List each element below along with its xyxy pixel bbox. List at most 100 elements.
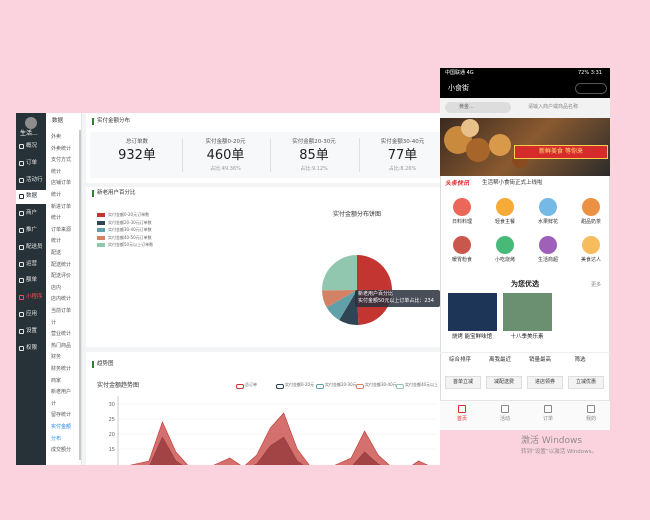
legend-swatch (97, 220, 105, 225)
category-label[interactable]: 美食达人 (580, 257, 602, 263)
submenu-item[interactable]: 分布 (51, 435, 62, 442)
search-input[interactable]: 请输入商户或商品名称 (528, 104, 579, 110)
menu-item[interactable]: 订单 (26, 159, 38, 166)
category-label[interactable]: 轻食主餐 (494, 219, 516, 225)
section-title: 趋势图 (97, 361, 114, 367)
menu-icon (19, 228, 24, 233)
legend-icon (316, 384, 324, 389)
submenu-item[interactable]: 热门商品 (51, 342, 72, 349)
divider (270, 138, 271, 172)
filter[interactable]: 离我最近 (488, 357, 512, 363)
location-pill (445, 102, 511, 113)
menu-item[interactable]: 数据 (26, 193, 38, 200)
submenu-item[interactable]: 外卖 (51, 134, 62, 140)
submenu-item[interactable]: 统计 (51, 215, 62, 222)
category-icon (539, 236, 557, 254)
category-label[interactable]: 日料料理 (451, 219, 473, 225)
category-label[interactable]: 生活商超 (537, 257, 559, 263)
legend-icon (356, 384, 364, 389)
submenu-item[interactable]: 店铺订单 (51, 180, 72, 187)
tab-label[interactable]: 活动 (499, 416, 511, 422)
tab-label[interactable]: 我的 (585, 416, 597, 422)
menu-item[interactable]: 概况 (26, 143, 38, 149)
submenu-item[interactable]: 配送统计 (51, 261, 72, 268)
submenu-item[interactable]: 计 (51, 319, 57, 326)
food (461, 119, 479, 137)
user-name: 生活... (20, 130, 38, 137)
tag[interactable]: 进店领券 (534, 379, 556, 385)
menu-item[interactable]: 小程序 (26, 294, 43, 301)
submenu-item[interactable]: 统计 (51, 168, 62, 175)
submenu-item[interactable]: 支付方式 (51, 157, 72, 164)
category-label[interactable]: 暖胃粉食 (451, 257, 473, 263)
menu-icon (19, 194, 24, 200)
submenu-item[interactable]: 营业统计 (51, 331, 72, 338)
legend-swatch (97, 213, 105, 217)
filter[interactable]: 综合排序 (448, 357, 472, 363)
chart-title: 实付金额趋势图 (97, 382, 140, 389)
news[interactable]: 生活帮小食街正式上线啦 (482, 180, 543, 186)
shop-name[interactable]: 烧烤 能宝鲜味馆 (451, 334, 493, 340)
menu-item[interactable]: 运营 (26, 260, 38, 267)
pie-slice (322, 290, 357, 308)
submenu-item[interactable]: 店内统计 (51, 296, 72, 303)
menu-icon (19, 177, 24, 183)
legend-swatch (97, 243, 105, 247)
submenu-item[interactable]: 实付金额 (51, 424, 72, 430)
submenu-item[interactable]: 新进订单 (51, 203, 72, 210)
news-tag: 头条快讯 (445, 180, 470, 187)
menu-item[interactable]: 权限 (26, 344, 38, 351)
submenu-item[interactable]: 统计 (51, 238, 62, 245)
sidebar (16, 113, 46, 465)
category-label[interactable]: 水果鲜花 (537, 219, 559, 225)
filter[interactable]: 筛选 (574, 357, 586, 363)
legend-swatch (97, 235, 105, 240)
menu-item[interactable]: 应用 (26, 311, 38, 317)
more-link[interactable]: 更多 (591, 282, 602, 288)
stat-share: 占比:49.36% (210, 166, 241, 172)
menu-item[interactable]: 商户 (26, 210, 38, 217)
tag[interactable]: 首单立减 (452, 379, 474, 385)
section-title: 新老用户百分比 (97, 190, 136, 196)
menu-item[interactable]: 设置 (26, 327, 38, 334)
menu-item[interactable]: 配送员 (26, 243, 43, 250)
filter[interactable]: 销量最高 (528, 357, 552, 363)
submenu-item[interactable]: 留存统计 (51, 412, 72, 419)
submenu-item[interactable]: 配送评价 (51, 273, 72, 280)
submenu-item[interactable]: 店内 (51, 284, 62, 291)
menu-item[interactable]: 推广 (26, 227, 38, 233)
category-icon (539, 198, 557, 216)
submenu-item[interactable]: 财务统计 (51, 366, 72, 372)
menu-icon (19, 312, 24, 317)
legend-label: 实付金额20-30元订单数 (108, 219, 152, 225)
tag[interactable]: 立减优惠 (575, 379, 597, 385)
submenu-item[interactable]: 成交额分 (51, 447, 72, 454)
tab-icon (501, 405, 509, 413)
location[interactable]: 黄金... (459, 104, 474, 110)
category-icon (582, 236, 600, 254)
submenu-item[interactable]: 当前订单 (51, 308, 72, 314)
submenu-item[interactable]: 商家 (51, 377, 62, 384)
submenu-item[interactable]: 配送 (51, 250, 62, 256)
submenu-item[interactable]: 订单来源 (51, 226, 72, 233)
menu-item[interactable]: 额单 (26, 277, 38, 284)
tab-label[interactable]: 首页 (456, 416, 468, 422)
category-label[interactable]: 小吃烧烤 (494, 257, 516, 263)
tab-label[interactable]: 订单 (542, 416, 554, 422)
category-label[interactable]: 甜品奶茶 (580, 219, 602, 225)
submenu-item[interactable]: 计 (51, 400, 57, 407)
menu-icon (19, 261, 24, 267)
menu-active (16, 190, 46, 205)
submenu-item[interactable]: 新老用户 (51, 389, 72, 396)
submenu-item[interactable]: 统计 (51, 192, 62, 198)
menu-item[interactable]: 活动行 (26, 176, 43, 183)
page-title: 小食街 (448, 84, 469, 92)
shop-name[interactable]: 十八季美乐素 (510, 334, 544, 340)
accent (92, 190, 94, 197)
submenu-item[interactable]: 财务 (51, 354, 62, 361)
watermark: 激活 Windows (521, 436, 583, 446)
menu-icon (19, 328, 24, 334)
tag[interactable]: 减配送费 (493, 379, 515, 385)
submenu-item[interactable]: 外卖统计 (51, 145, 72, 152)
pie-slice (326, 290, 357, 321)
